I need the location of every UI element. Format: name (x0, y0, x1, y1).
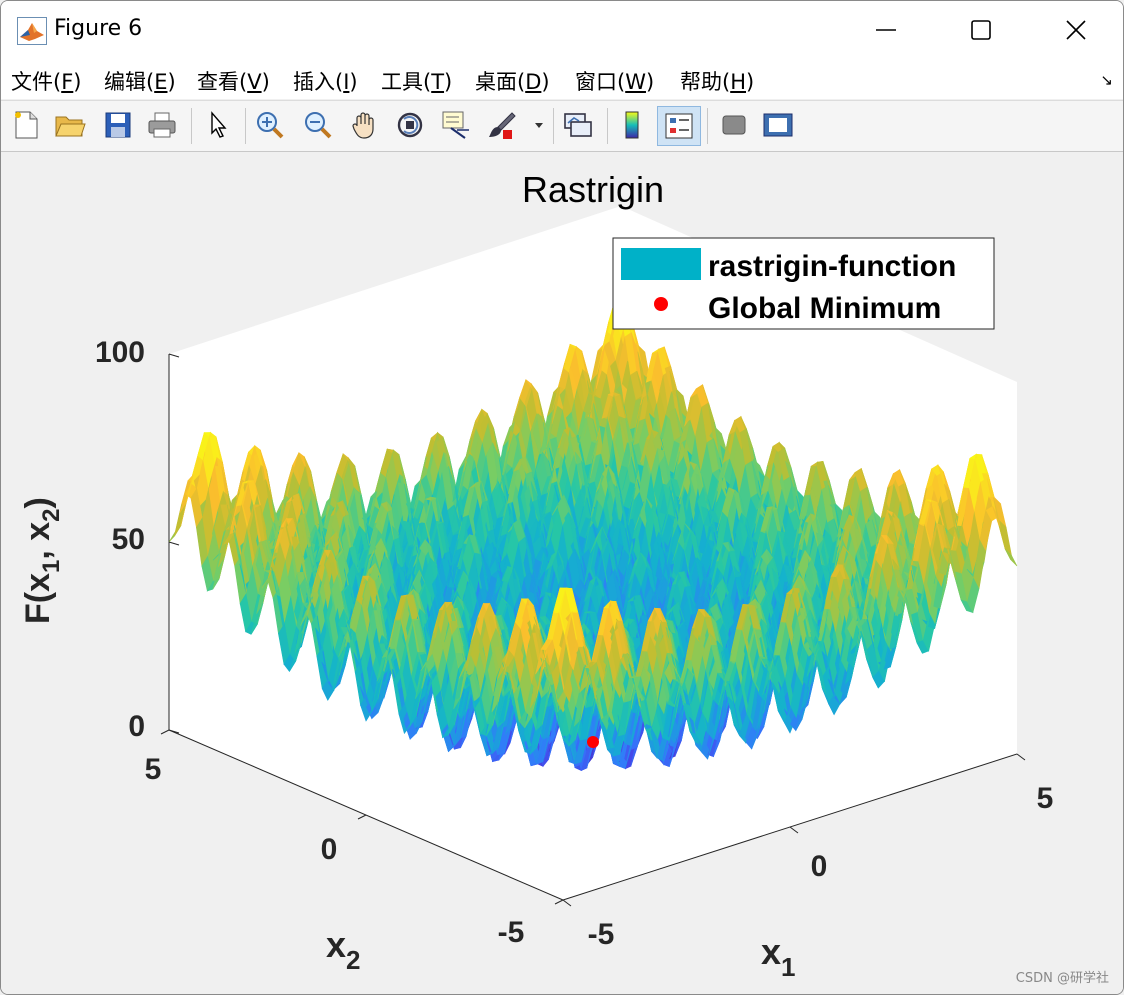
maximize-icon (971, 20, 991, 40)
title-bar: Figure 6 (1, 1, 1123, 59)
pointer-icon (211, 111, 227, 138)
menu-desktop[interactable]: 桌面(D) (475, 70, 550, 94)
minimize-button[interactable] (841, 1, 933, 59)
link-plot-icon (564, 113, 592, 137)
colorbar-button[interactable] (615, 108, 649, 142)
menu-window[interactable]: 窗口(W) (575, 70, 655, 94)
pointer-button[interactable] (201, 108, 235, 142)
window-title: Figure 6 (54, 16, 143, 41)
brush-icon (489, 112, 516, 139)
pan-hand-icon (352, 112, 374, 139)
zoom-in-button[interactable] (253, 108, 287, 142)
zoom-out-button[interactable] (301, 108, 335, 142)
save-button[interactable] (101, 108, 135, 142)
save-icon (105, 112, 131, 138)
toolbar-separator (607, 108, 608, 144)
menu-insert[interactable]: 插入(I) (293, 70, 358, 94)
dock-arrow-icon[interactable]: ↘ (1100, 71, 1113, 89)
close-button[interactable] (1031, 1, 1123, 59)
show-plot-tools-icon (763, 113, 793, 137)
data-cursor-icon (442, 111, 469, 139)
menu-bar: 文件(F) 编辑(E) 查看(V) 插入(I) 工具(T) 桌面(D) 窗口(W… (1, 59, 1123, 99)
menu-edit[interactable]: 编辑(E) (104, 70, 176, 94)
figure-canvas[interactable]: Rastrigin 100 50 0 5 0 -5 -5 0 5 x2 x1 F… (1, 152, 1123, 994)
hide-plot-tools-icon (722, 115, 746, 135)
figure-toolbar (1, 100, 1123, 152)
menu-file[interactable]: 文件(F) (11, 70, 82, 94)
new-figure-icon (15, 111, 38, 139)
data-cursor-button[interactable] (439, 108, 473, 142)
menu-tools[interactable]: 工具(T) (381, 70, 453, 94)
legend-icon (665, 113, 693, 139)
zoom-in-icon (257, 112, 284, 139)
toolbar-separator (707, 108, 708, 144)
open-file-button[interactable] (53, 108, 87, 142)
toolbar-separator (245, 108, 246, 144)
menu-help[interactable]: 帮助(H) (680, 70, 755, 94)
close-icon (1066, 20, 1086, 40)
pan-button[interactable] (347, 108, 381, 142)
brush-button[interactable] (485, 108, 519, 142)
toolbar-separator (191, 108, 192, 144)
matlab-logo-icon (17, 17, 47, 45)
print-button[interactable] (145, 108, 179, 142)
colorbar-icon (625, 111, 639, 139)
menu-view[interactable]: 查看(V) (197, 70, 270, 94)
show-plot-tools-button[interactable] (761, 108, 795, 142)
open-file-icon (55, 116, 86, 137)
print-icon (148, 112, 176, 138)
dropdown-arrow-icon (535, 123, 543, 128)
brush-dropdown-button[interactable] (531, 108, 547, 142)
rastrigin-surface-plot[interactable]: Rastrigin 100 50 0 5 0 -5 -5 0 5 x2 x1 F… (1, 152, 1123, 994)
rotate-3d-icon (397, 112, 423, 138)
toolbar-separator (553, 108, 554, 144)
hide-plot-tools-button[interactable] (717, 108, 751, 142)
zoom-out-icon (305, 112, 332, 139)
link-plot-button[interactable] (561, 108, 595, 142)
new-figure-button[interactable] (9, 108, 43, 142)
surface-mesh (168, 297, 1018, 772)
legend-button[interactable] (657, 106, 701, 146)
minimize-icon (876, 29, 896, 31)
maximize-button[interactable] (936, 1, 1028, 59)
rotate-3d-button[interactable] (393, 108, 427, 142)
